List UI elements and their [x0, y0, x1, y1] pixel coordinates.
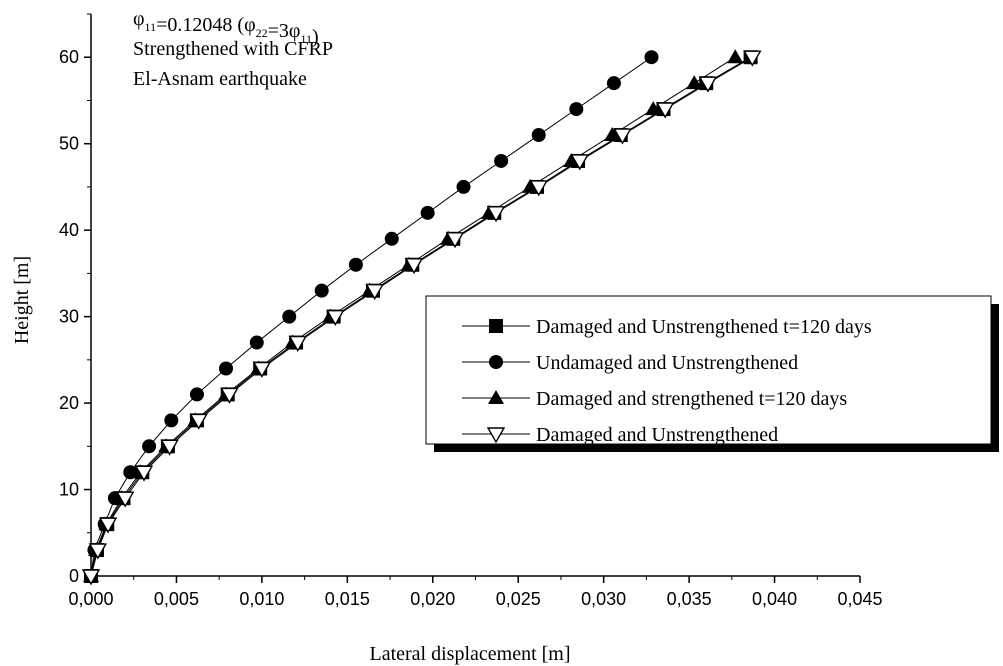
y-tick-label: 60: [59, 47, 79, 67]
data-point: [142, 439, 157, 454]
x-tick-label: 0,005: [154, 589, 199, 609]
legend-marker: [489, 355, 503, 369]
data-point: [456, 179, 471, 194]
x-tick-label: 0,035: [667, 589, 712, 609]
data-point: [326, 309, 345, 327]
annotation-line: φ11=0.12048 (φ22=3φ11): [133, 8, 319, 48]
x-tick-label: 0,045: [837, 589, 882, 609]
legend-item: Damaged and Unstrengthened t=120 days: [462, 316, 872, 338]
annotation-text: El-Asnam earthquake: [133, 68, 307, 90]
y-axis-title: Height [m]: [11, 256, 33, 344]
data-point: [531, 128, 546, 143]
data-point: [727, 49, 744, 64]
legend-marker: [489, 319, 503, 333]
data-point: [252, 361, 272, 378]
y-tick-label: 20: [59, 393, 79, 413]
data-point: [606, 76, 621, 91]
annotations: φ11=0.12048 (φ22=3φ11)Strengthened with …: [133, 8, 333, 90]
data-point: [219, 361, 234, 376]
y-tick-label: 50: [59, 134, 79, 154]
data-point: [115, 491, 135, 508]
data-point: [655, 102, 675, 119]
legend-label: Undamaged and Unstrengthened: [536, 352, 798, 374]
data-point: [420, 205, 435, 220]
annotation-text: ): [312, 26, 319, 48]
annotation-line: Strengthened with CFRP: [133, 38, 333, 60]
x-tick-label: 0,010: [239, 589, 284, 609]
x-tick-label: 0,015: [325, 589, 370, 609]
series-layer: [81, 49, 762, 586]
legend-box: [425, 295, 992, 445]
annotation-text: φ: [244, 14, 256, 36]
data-point: [404, 258, 424, 275]
x-ticks: 0,000 0,005 0,010 0,015 0,020 0,025 0,030 0,035…: [68, 576, 883, 609]
data-point: [569, 102, 584, 117]
data-point: [613, 128, 632, 145]
x-tick-label: 0,025: [496, 589, 541, 609]
series-4: [81, 50, 762, 586]
annotation-text: =0.12048 (: [156, 14, 244, 36]
data-point: [644, 50, 659, 65]
data-point: [88, 543, 108, 560]
data-point: [486, 206, 506, 223]
x-tick-label: 0,030: [581, 589, 626, 609]
data-point: [189, 413, 208, 430]
data-point: [160, 439, 179, 456]
axes: [90, 14, 860, 577]
annotation-text: φ: [133, 8, 145, 30]
legend-label: Damaged and Unstrengthened t=120 days: [536, 316, 872, 338]
legend-marker: [488, 390, 504, 404]
data-point: [494, 153, 509, 168]
data-point: [698, 76, 718, 93]
legend-marker: [486, 427, 506, 444]
data-point: [123, 465, 138, 480]
annotation-line: El-Asnam earthquake: [133, 68, 307, 90]
x-tick-label: 0,000: [68, 589, 113, 609]
data-point: [743, 50, 762, 67]
data-point: [645, 101, 662, 116]
y-tick-label: 10: [59, 480, 79, 500]
annotation-subscript: 11: [300, 32, 312, 46]
data-point: [81, 569, 101, 586]
annotation-text: =3: [268, 20, 289, 42]
data-point: [98, 517, 118, 534]
data-point: [686, 75, 703, 90]
x-tick-label: 0,040: [752, 589, 797, 609]
data-point: [314, 283, 329, 298]
data-point: [189, 387, 204, 402]
annotation-subscript: 22: [256, 26, 268, 40]
data-point: [288, 335, 307, 352]
legend-item: Undamaged and Unstrengthened: [462, 352, 798, 374]
data-point: [249, 335, 264, 350]
data-point: [529, 180, 548, 197]
data-point: [220, 387, 239, 404]
legend-items: Damaged and Unstrengthened t=120 days Und…: [462, 316, 872, 446]
data-point: [134, 465, 154, 482]
data-point: [445, 232, 465, 249]
legend-label: Damaged and Unstrengthened: [536, 424, 778, 446]
x-tick-label: 0,020: [410, 589, 455, 609]
data-point: [365, 283, 384, 301]
y-tick-label: 0: [69, 566, 79, 586]
legend-item: Damaged and Unstrengthened: [462, 424, 778, 446]
data-point: [164, 413, 179, 428]
data-point: [384, 231, 399, 246]
y-tick-label: 40: [59, 220, 79, 240]
legend-item: Damaged and strengthened t=120 days: [462, 388, 847, 410]
x-axis-title: Lateral displacement [m]: [369, 643, 570, 665]
annotation-text: φ: [289, 20, 301, 42]
annotation-text: Strengthened with CFRP: [133, 38, 333, 60]
legend: Damaged and Unstrengthened t=120 days Und…: [425, 295, 999, 452]
y-tick-label: 30: [59, 307, 79, 327]
annotation-subscript: 11: [145, 20, 157, 34]
data-point: [348, 257, 363, 272]
data-point: [570, 154, 589, 171]
data-point: [282, 309, 297, 324]
legend-label: Damaged and strengthened t=120 days: [536, 388, 847, 410]
data-point: [604, 127, 621, 142]
y-ticks: 0 10 20 30 40 50 60: [59, 13, 91, 586]
